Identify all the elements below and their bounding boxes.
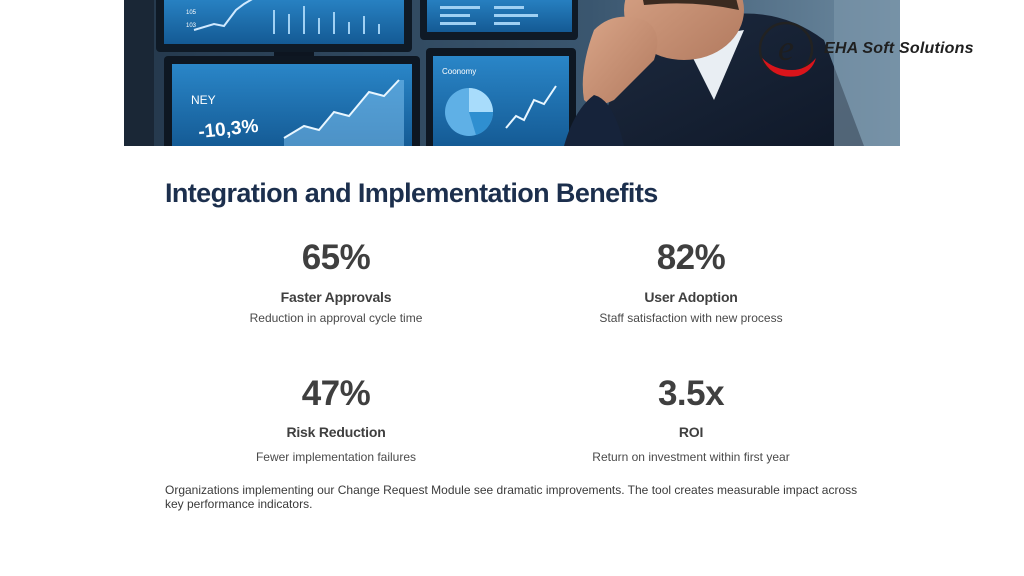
- company-logo: e EHA Soft Solutions: [752, 14, 1012, 84]
- hero-illustration: 105 103 NEY -10,3% Coonomy: [124, 0, 900, 146]
- monitor-label-top: 105: [186, 10, 197, 16]
- stat-description: Fewer implementation failures: [255, 450, 417, 464]
- stat-label: ROI: [678, 424, 704, 440]
- stat-value: 3.5x: [657, 374, 725, 413]
- stat-value: 82%: [656, 238, 726, 277]
- stat-value: 47%: [301, 374, 371, 413]
- logo-mark-letter: e: [778, 28, 794, 68]
- stat-risk-reduction: 47% Risk Reduction Fewer implementation …: [166, 374, 506, 465]
- page-title: Integration and Implementation Benefits: [165, 178, 658, 208]
- summary-paragraph: Organizations implementing our Change Re…: [165, 483, 858, 511]
- stat-label: Risk Reduction: [286, 424, 386, 440]
- stat-label: Faster Approvals: [280, 289, 392, 305]
- stat-value: 65%: [301, 238, 371, 277]
- monitor-caption: Coonomy: [442, 67, 476, 76]
- monitor-label-top2: 103: [186, 23, 197, 29]
- stat-roi: 3.5x ROI Return on investment within fir…: [521, 374, 861, 465]
- logo-mark-icon: e: [758, 21, 816, 77]
- logo-text: EHA Soft Solutions: [824, 40, 974, 57]
- hero-image: 105 103 NEY -10,3% Coonomy: [124, 0, 900, 146]
- stat-description: Reduction in approval cycle time: [249, 311, 423, 325]
- stat-faster-approvals: 65% Faster Approvals Reduction in approv…: [166, 238, 506, 326]
- stat-label: User Adoption: [644, 289, 738, 305]
- stat-user-adoption: 82% User Adoption Staff satisfaction wit…: [521, 238, 861, 326]
- monitor-ticker: NEY: [191, 93, 216, 107]
- stat-description: Return on investment within first year: [592, 450, 790, 464]
- stat-description: Staff satisfaction with new process: [599, 311, 783, 325]
